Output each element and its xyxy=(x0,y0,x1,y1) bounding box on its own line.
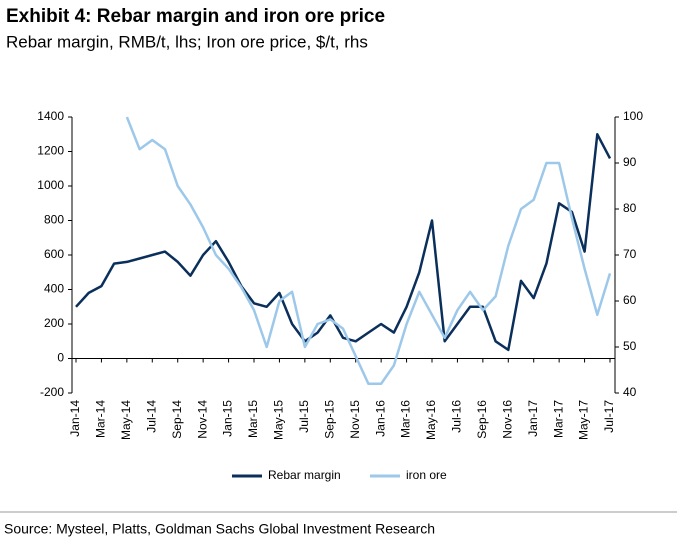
y2-tick-label: 100 xyxy=(623,109,643,123)
y2-tick-label: 70 xyxy=(623,247,637,261)
x-tick-label: Jan-15 xyxy=(221,400,235,437)
x-tick-label: Mar-15 xyxy=(246,400,260,438)
x-tick-label: Jan-16 xyxy=(373,400,387,437)
x-tick-label: Nov-15 xyxy=(348,400,362,439)
y-tick-label: 600 xyxy=(44,247,64,261)
x-tick-label: Jan-17 xyxy=(526,400,540,437)
x-tick-label: May-14 xyxy=(119,400,133,440)
chart-title: Exhibit 4: Rebar margin and iron ore pri… xyxy=(6,6,385,27)
y2-tick-label: 60 xyxy=(623,293,637,307)
series-line xyxy=(125,116,612,386)
legend-label: Rebar margin xyxy=(268,468,341,482)
y-tick-label: 1000 xyxy=(37,178,64,192)
y2-tick-label: 50 xyxy=(623,339,637,353)
x-tick-label: Nov-16 xyxy=(500,400,514,439)
x-tick-label: May-17 xyxy=(577,400,591,440)
x-tick-label: May-16 xyxy=(424,400,438,440)
x-tick-label: Sep-15 xyxy=(322,400,336,439)
series-line xyxy=(75,133,612,352)
x-tick-label: May-15 xyxy=(272,400,286,440)
x-tick-label: Sep-16 xyxy=(475,400,489,439)
y-tick-label: 1400 xyxy=(37,109,64,123)
x-tick-label: Jul-17 xyxy=(602,400,616,433)
y2-tick-label: 80 xyxy=(623,201,637,215)
x-tick-label: Mar-16 xyxy=(399,400,413,438)
x-tick-label: Jul-16 xyxy=(450,400,464,433)
y-tick-label: 200 xyxy=(44,316,64,330)
chart-subtitle: Rebar margin, RMB/t, lhs; Iron ore price… xyxy=(6,32,368,51)
y2-tick-label: 40 xyxy=(623,385,637,399)
y2-tick-label: 90 xyxy=(623,155,637,169)
x-tick-label: Jul-14 xyxy=(144,400,158,433)
x-tick-label: Sep-14 xyxy=(170,400,184,439)
x-tick-label: Mar-14 xyxy=(94,400,108,438)
y-tick-label: 0 xyxy=(57,351,64,365)
y-tick-label: 1200 xyxy=(37,144,64,158)
y-tick-label: 800 xyxy=(44,213,64,227)
x-tick-label: Jul-15 xyxy=(297,400,311,433)
y-tick-label: -200 xyxy=(40,385,64,399)
x-tick-label: Mar-17 xyxy=(551,400,565,438)
x-tick-label: Jan-14 xyxy=(68,400,82,437)
legend-label: iron ore xyxy=(406,468,447,482)
x-tick-label: Nov-14 xyxy=(195,400,209,439)
y-tick-label: 400 xyxy=(44,282,64,296)
source: Source: Mysteel, Platts, Goldman Sachs G… xyxy=(4,521,435,537)
